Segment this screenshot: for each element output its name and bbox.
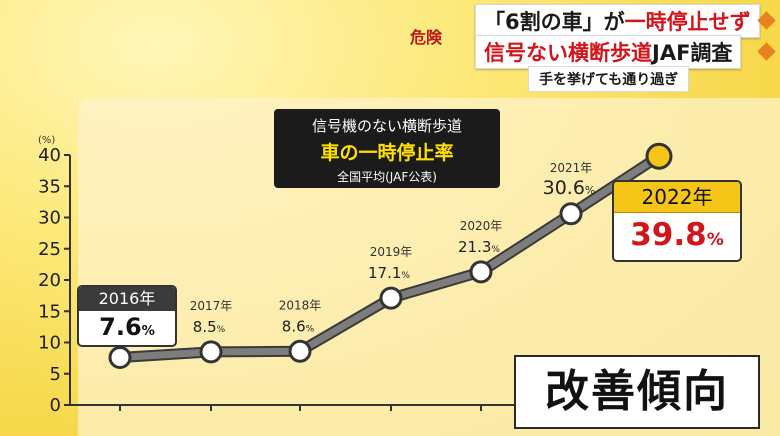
point-year-label: 2018年 — [279, 298, 322, 312]
headline-1-part-b: 一時停止せず — [624, 10, 751, 34]
point-value-unit: % — [217, 325, 226, 335]
trend-label: 改善傾向 — [514, 355, 760, 429]
callout-last-number: 39.8 — [630, 217, 707, 253]
point-year-label: 2020年 — [460, 219, 503, 233]
callout-first-value: 7.6% — [79, 311, 175, 345]
y-tick-label: 40 — [38, 145, 61, 166]
callout-last-year-label: 2022年 — [614, 182, 740, 213]
y-tick-label: 0 — [50, 395, 61, 416]
y-tick-label: 5 — [50, 364, 61, 385]
y-tick-label: 35 — [38, 176, 61, 197]
point-value-unit: % — [491, 245, 500, 255]
chart-title-line-3: 全国平均(JAF公表) — [337, 170, 437, 184]
callout-last-unit: % — [706, 230, 724, 250]
callout-first-unit: % — [141, 324, 155, 339]
y-tick-label: 15 — [38, 301, 61, 322]
headline-line-2: 信号ない横断歩道JAF調査 — [475, 35, 742, 69]
data-point — [288, 339, 312, 363]
headline-2-part-b: JAF調査 — [652, 41, 733, 65]
point-value-label: 30.6% — [543, 177, 596, 199]
data-point — [379, 286, 403, 310]
data-point — [559, 202, 583, 226]
headline-2-part-a: 信号ない横断歩道 — [484, 41, 652, 65]
chart-title-line-2: 車の一時停止率 — [320, 142, 454, 164]
chart-title-line-1: 信号機のない横断歩道 — [311, 117, 462, 135]
point-year-label: 2019年 — [370, 245, 413, 259]
headline-1-part-a: 「6割の車」が — [484, 10, 625, 34]
danger-label: 危険 — [410, 28, 443, 47]
data-point — [199, 340, 223, 364]
y-tick-label: 25 — [38, 239, 61, 260]
callout-last-value: 39.8% — [614, 213, 740, 260]
chart-title-box: 信号機のない横断歩道 車の一時停止率 全国平均(JAF公表) — [274, 109, 500, 188]
point-value-unit: % — [306, 324, 315, 334]
data-point — [469, 260, 493, 284]
data-point — [108, 346, 132, 369]
y-axis-unit: (%) — [38, 135, 55, 146]
data-point — [645, 142, 673, 170]
y-tick-label: 10 — [38, 333, 61, 354]
sub-headline: 手を挙げても通り過ぎ — [528, 66, 690, 92]
point-value-unit: % — [401, 271, 410, 281]
point-year-label: 2021年 — [550, 161, 593, 175]
callout-first-year: 2016年 7.6% — [77, 285, 177, 347]
point-value-unit: % — [585, 184, 595, 197]
point-value-label: 21.3% — [458, 238, 500, 256]
headline-line-1: 「6割の車」が一時停止せず — [475, 4, 760, 38]
callout-first-number: 7.6 — [99, 313, 142, 341]
point-year-label: 2017年 — [190, 299, 233, 313]
callout-first-year-label: 2016年 — [79, 287, 175, 311]
callout-last-year: 2022年 39.8% — [612, 180, 742, 262]
y-tick-label: 30 — [38, 208, 61, 229]
point-value-label: 17.1% — [368, 264, 410, 282]
y-tick-label: 20 — [38, 270, 61, 291]
